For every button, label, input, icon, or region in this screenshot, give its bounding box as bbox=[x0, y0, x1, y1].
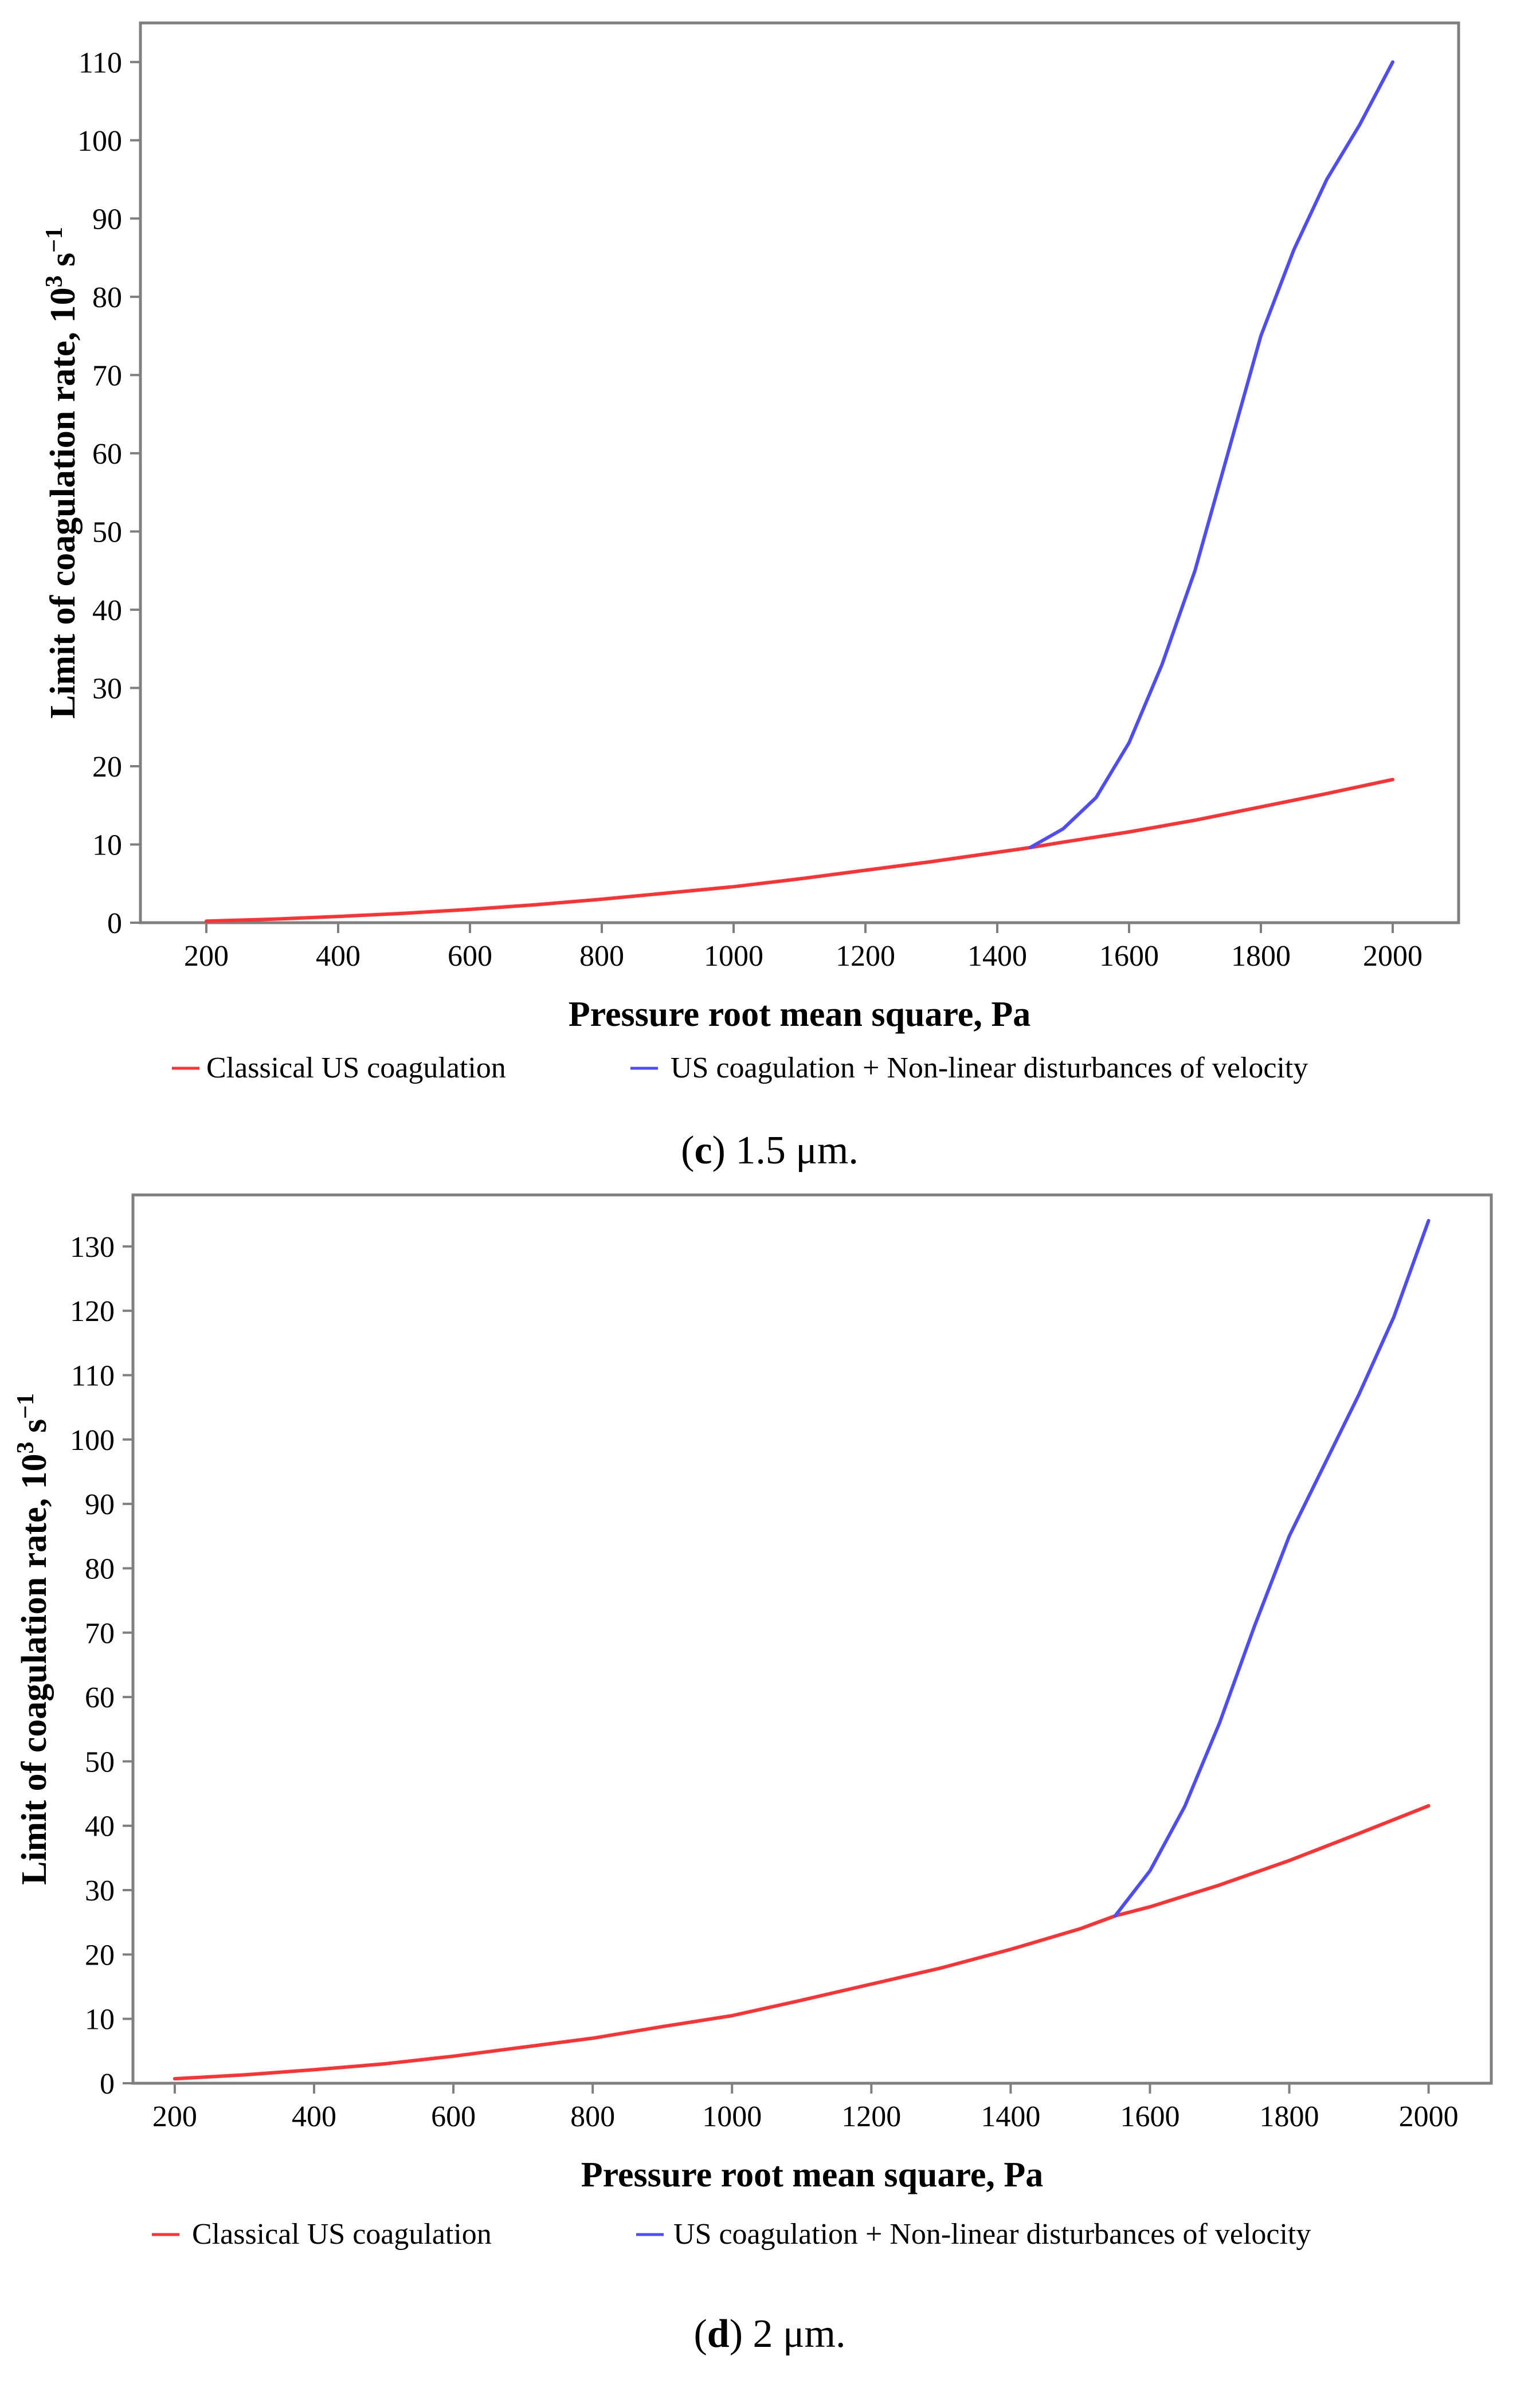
series-classical-line bbox=[173, 1804, 1431, 2081]
y-tick-label: 20 bbox=[85, 1939, 115, 1971]
x-tick-label: 400 bbox=[292, 2100, 336, 2133]
series-classical-line bbox=[205, 778, 1394, 923]
y-tick-label: 0 bbox=[107, 907, 122, 940]
x-tick-label: 1000 bbox=[704, 940, 763, 973]
x-tick-label: 1800 bbox=[1231, 940, 1291, 973]
y-tick-label: 50 bbox=[85, 1746, 115, 1778]
caption-letter: d bbox=[707, 2312, 730, 2356]
y-tick-label: 40 bbox=[85, 1810, 115, 1843]
caption-paren-open: ( bbox=[693, 2312, 707, 2356]
x-tick-label: 1600 bbox=[1099, 940, 1159, 973]
caption-paren-close: ) bbox=[712, 1128, 736, 1173]
y-tick-label: 90 bbox=[92, 203, 122, 236]
y-tick-label: 10 bbox=[92, 829, 122, 861]
y-axis-label: Limit of coagulation rate, 103 s−1 bbox=[13, 1393, 54, 1885]
x-tick-label: 1400 bbox=[981, 2100, 1040, 2133]
x-tick-label: 1200 bbox=[836, 940, 895, 973]
y-tick-label: 110 bbox=[79, 46, 122, 79]
y-tick-label: 120 bbox=[70, 1295, 115, 1328]
x-tick-label: 2000 bbox=[1363, 940, 1423, 973]
plot-frame bbox=[131, 1193, 1493, 2085]
chart-c: 200 400 600 800 1000 1200 1400 1600 1800 2000 0 10 2… bbox=[41, 21, 1460, 1173]
y-tick-label: 30 bbox=[85, 1875, 115, 1907]
caption-paren-open: ( bbox=[681, 1128, 694, 1173]
x-tick-label: 600 bbox=[431, 2100, 476, 2133]
y-axis-label-unit-exponent: −1 bbox=[13, 1393, 39, 1419]
y-tick-label: 90 bbox=[85, 1488, 115, 1521]
y-tick-label: 100 bbox=[77, 125, 122, 158]
x-tick-label: 1400 bbox=[967, 940, 1027, 973]
y-axis-label: Limit of coagulation rate, 103 s−1 bbox=[41, 227, 83, 719]
caption-letter: c bbox=[694, 1128, 712, 1173]
y-tick-label: 0 bbox=[100, 2068, 115, 2100]
y-tick-label: 70 bbox=[85, 1617, 115, 1650]
legend: Classical US coagulation US coagulation +… bbox=[172, 1052, 1308, 1084]
y-axis-label-unit: s bbox=[15, 1419, 54, 1442]
y-axis-label-unit-exponent: −1 bbox=[41, 227, 68, 253]
y-tick-label: 20 bbox=[92, 751, 122, 783]
caption-text: 2 μm. bbox=[753, 2312, 846, 2356]
legend-classical-label: Classical US coagulation bbox=[192, 2218, 492, 2251]
legend: Classical US coagulation US coagulation +… bbox=[152, 2218, 1311, 2251]
x-tick-label: 400 bbox=[316, 940, 360, 973]
y-axis-label-unit: s bbox=[44, 253, 83, 276]
x-tick-label: 1200 bbox=[841, 2100, 901, 2133]
caption-paren-close: ) bbox=[730, 2312, 753, 2356]
y-tick-label: 130 bbox=[70, 1231, 115, 1264]
figure-caption: (c) 1.5 μm. bbox=[681, 1128, 859, 1173]
x-tick-label: 600 bbox=[448, 940, 492, 973]
caption-text: 1.5 μm. bbox=[735, 1128, 858, 1173]
x-tick-label: 1600 bbox=[1120, 2100, 1180, 2133]
plot-frame bbox=[139, 21, 1460, 924]
x-tick-label: 1800 bbox=[1260, 2100, 1319, 2133]
legend-nonlinear-label: US coagulation + Non-linear disturbances… bbox=[673, 2218, 1311, 2251]
y-tick-label: 10 bbox=[85, 2004, 115, 2036]
x-tick-label: 1000 bbox=[702, 2100, 762, 2133]
legend-nonlinear-label: US coagulation + Non-linear disturbances… bbox=[671, 1052, 1308, 1084]
y-tick-label: 30 bbox=[92, 672, 122, 705]
legend-classical-label: Classical US coagulation bbox=[206, 1052, 506, 1084]
y-tick-label: 60 bbox=[92, 438, 122, 471]
y-axis-label-exponent: 3 bbox=[41, 276, 68, 288]
series-nonlinear-line bbox=[1113, 1218, 1431, 1918]
x-axis-label: Pressure root mean square, Pa bbox=[581, 2155, 1044, 2194]
y-tick-label: 110 bbox=[71, 1359, 115, 1392]
x-tick-label: 2000 bbox=[1399, 2100, 1459, 2133]
x-axis-label: Pressure root mean square, Pa bbox=[569, 995, 1031, 1034]
chart-d: 200 400 600 800 1000 1200 1400 1600 1800 2000 0 10 2… bbox=[13, 1193, 1493, 2356]
y-axis-label-exponent: 3 bbox=[13, 1442, 39, 1454]
y-tick-label: 80 bbox=[92, 281, 122, 314]
x-tick-label: 800 bbox=[579, 940, 624, 973]
y-tick-label: 70 bbox=[92, 359, 122, 392]
y-tick-label: 60 bbox=[85, 1681, 115, 1714]
series-nonlinear-line bbox=[1028, 60, 1394, 849]
x-tick-label: 200 bbox=[152, 2100, 197, 2133]
y-tick-label: 100 bbox=[70, 1424, 115, 1457]
y-axis-label-main: Limit of coagulation rate, 10 bbox=[44, 288, 83, 719]
y-tick-label: 40 bbox=[92, 594, 122, 627]
x-tick-label: 800 bbox=[570, 2100, 615, 2133]
figure-caption: (d) 2 μm. bbox=[693, 2312, 845, 2356]
y-axis-label-main: Limit of coagulation rate, 10 bbox=[15, 1454, 54, 1886]
x-tick-label: 200 bbox=[184, 940, 229, 973]
y-tick-label: 80 bbox=[85, 1553, 115, 1585]
y-tick-label: 50 bbox=[92, 516, 122, 548]
